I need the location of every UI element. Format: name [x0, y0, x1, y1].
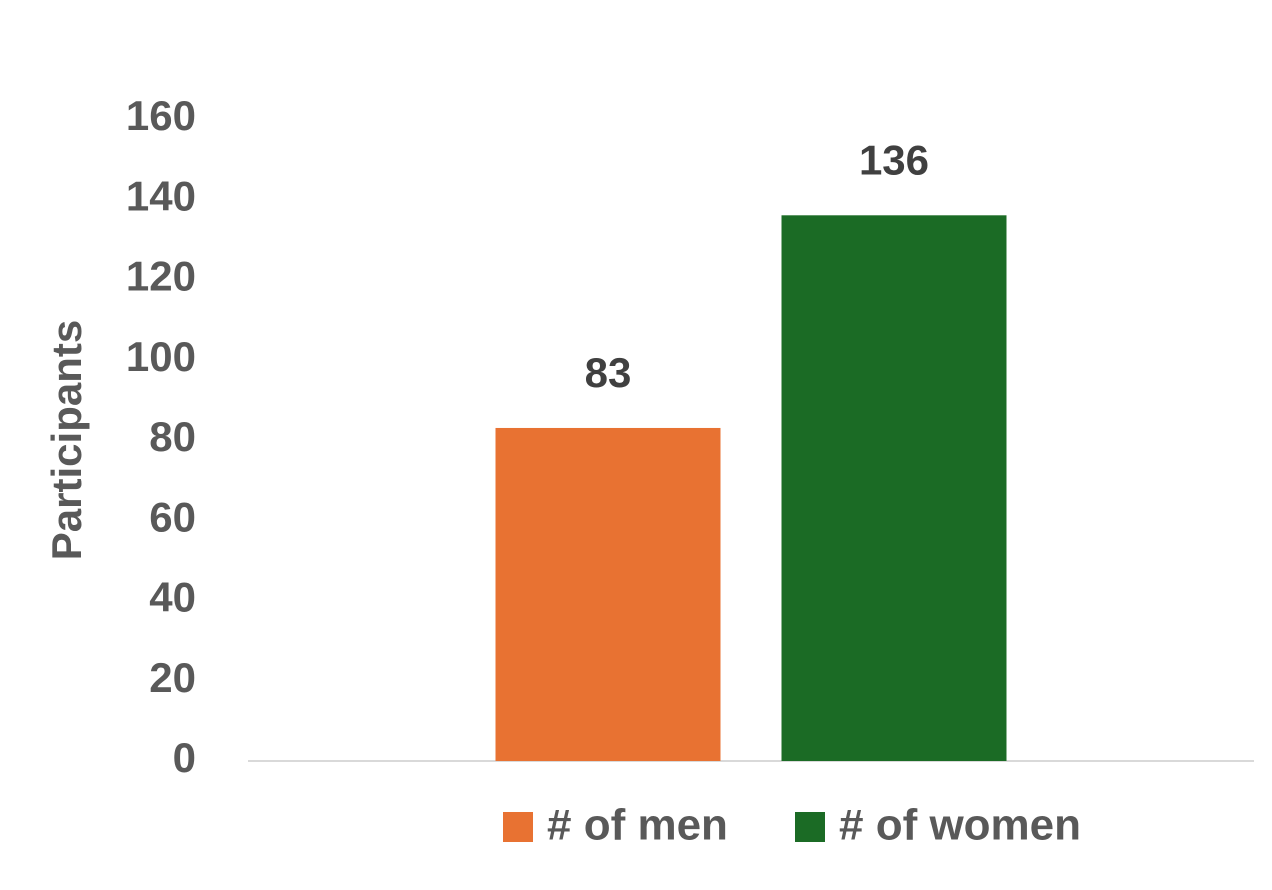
y-tick-label: 100: [126, 333, 196, 380]
data-label: 136: [859, 136, 929, 183]
y-tick-label: 20: [149, 654, 196, 701]
legend-swatch: [795, 812, 825, 842]
y-tick-label: 60: [149, 493, 196, 540]
y-tick-label: 140: [126, 172, 196, 219]
y-tick-label: 120: [126, 253, 196, 300]
bar: [495, 427, 721, 761]
legend-swatch: [503, 812, 533, 842]
y-tick-label: 0: [173, 734, 196, 781]
data-label: 83: [585, 349, 632, 396]
legend-label: # of men: [547, 801, 728, 850]
legend-label: # of women: [839, 801, 1081, 850]
y-axis-label: Participants: [43, 320, 90, 560]
y-tick-label: 40: [149, 574, 196, 621]
y-tick-label: 80: [149, 413, 196, 460]
bar: [781, 215, 1007, 762]
y-tick-label: 160: [126, 92, 196, 139]
